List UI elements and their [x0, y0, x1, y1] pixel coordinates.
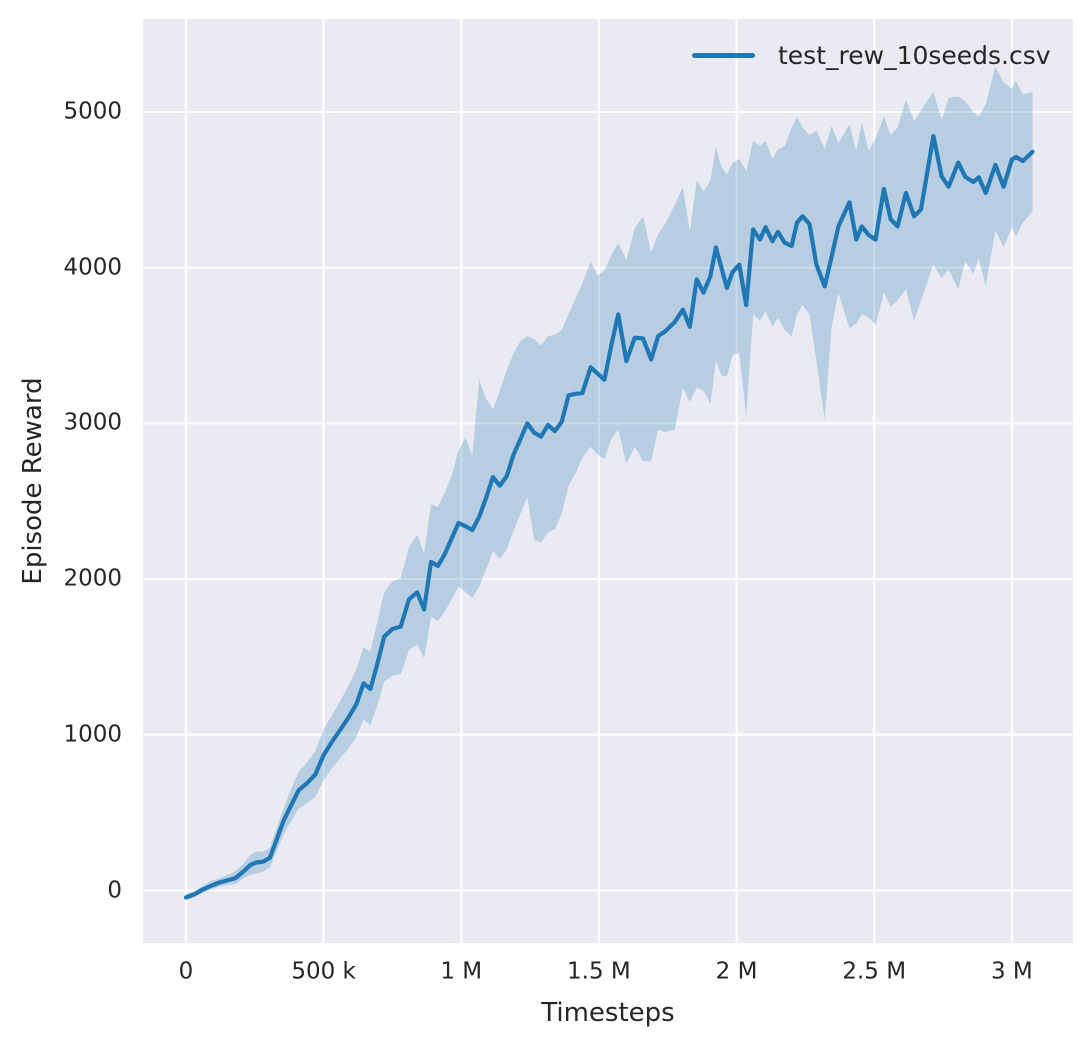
x-tick-label: 2.5 M	[842, 958, 907, 985]
y-tick-label: 5000	[63, 98, 122, 125]
legend: test_rew_10seeds.csv	[692, 43, 1051, 68]
y-tick-label: 4000	[63, 254, 122, 281]
x-tick-label: 500 k	[291, 958, 356, 985]
y-tick-label: 1000	[63, 721, 122, 748]
x-tick-label: 2 M	[715, 958, 758, 985]
mean-line	[183, 133, 1035, 900]
legend-line-swatch	[692, 53, 755, 58]
x-tick-label: 1 M	[440, 958, 483, 985]
y-axis-label: Episode Reward	[18, 377, 48, 585]
legend-label: test_rew_10seeds.csv	[778, 41, 1051, 70]
x-tick-label: 3 M	[990, 958, 1033, 985]
y-tick-label: 3000	[63, 409, 122, 436]
y-tick-label: 2000	[63, 565, 122, 592]
x-tick-label: 0	[178, 958, 194, 985]
x-axis-label: Timesteps	[541, 998, 675, 1028]
plot-area	[143, 19, 1073, 943]
x-tick-label: 1.5 M	[567, 958, 631, 985]
y-tick-label: 0	[107, 877, 122, 904]
chart-canvas	[143, 19, 1073, 943]
